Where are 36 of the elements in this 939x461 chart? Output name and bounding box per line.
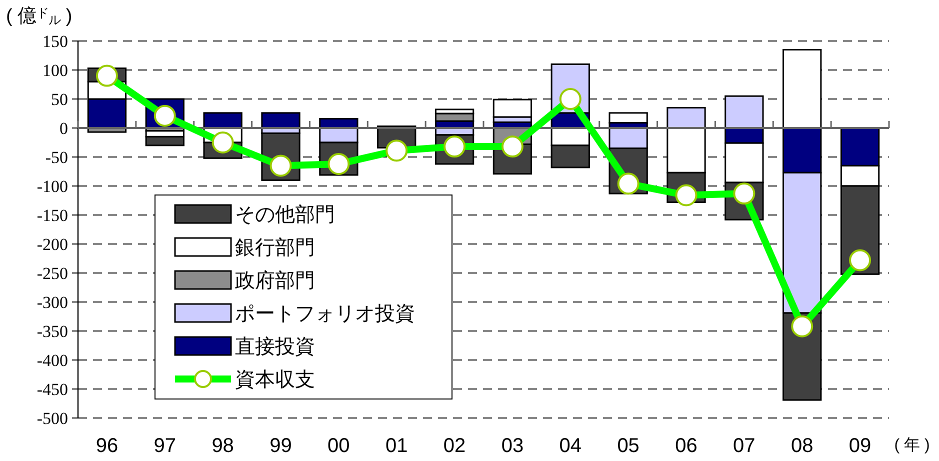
- y-tick-label: -50: [45, 148, 68, 167]
- x-tick-label: 97: [154, 435, 176, 457]
- x-tick-label: 02: [443, 435, 466, 457]
- x-tick-label: 99: [270, 435, 292, 457]
- legend-label: ポートフォリオ投資: [235, 303, 415, 325]
- y-tick-label: -200: [36, 234, 68, 254]
- y-tick-label: -100: [36, 176, 68, 196]
- legend-label: 政府部門: [235, 270, 315, 292]
- y-tick-label: -450: [36, 380, 68, 399]
- y-tick-label: 100: [42, 60, 68, 80]
- legend-label: 直接投資: [235, 336, 315, 358]
- y-tick-label: -350: [36, 322, 68, 341]
- x-tick-label: 06: [675, 435, 698, 457]
- y-tick-label: -400: [36, 350, 68, 370]
- x-tick-label: 96: [96, 435, 118, 457]
- x-axis-title: ( 年 ): [894, 437, 930, 454]
- x-tick-label: 08: [790, 435, 814, 457]
- y-tick-label: 50: [51, 90, 68, 109]
- x-tick-label: 01: [385, 435, 408, 457]
- y-tick-label: 150: [42, 32, 68, 51]
- legend-label: その他部門: [235, 204, 335, 226]
- x-tick-label: 98: [212, 435, 234, 457]
- y-tick-label: -300: [36, 292, 68, 312]
- legend-label: 銀行部門: [235, 237, 315, 259]
- y-tick-label: -250: [36, 264, 68, 283]
- x-tick-label: 04: [559, 435, 582, 457]
- y-axis-title: ( 億$^{ド}$$_{ル}$ ): [6, 6, 72, 27]
- x-tick-label: 09: [848, 435, 872, 457]
- x-tick-label: 05: [617, 435, 640, 457]
- y-tick-label: -150: [36, 206, 68, 225]
- legend-label: 資本収支: [235, 369, 315, 391]
- y-tick-label: 0: [60, 118, 68, 138]
- y-tick-label: -500: [36, 408, 68, 428]
- x-tick-label: 07: [733, 435, 756, 457]
- x-tick-label: 03: [501, 435, 524, 457]
- x-tick-label: 00: [328, 435, 350, 457]
